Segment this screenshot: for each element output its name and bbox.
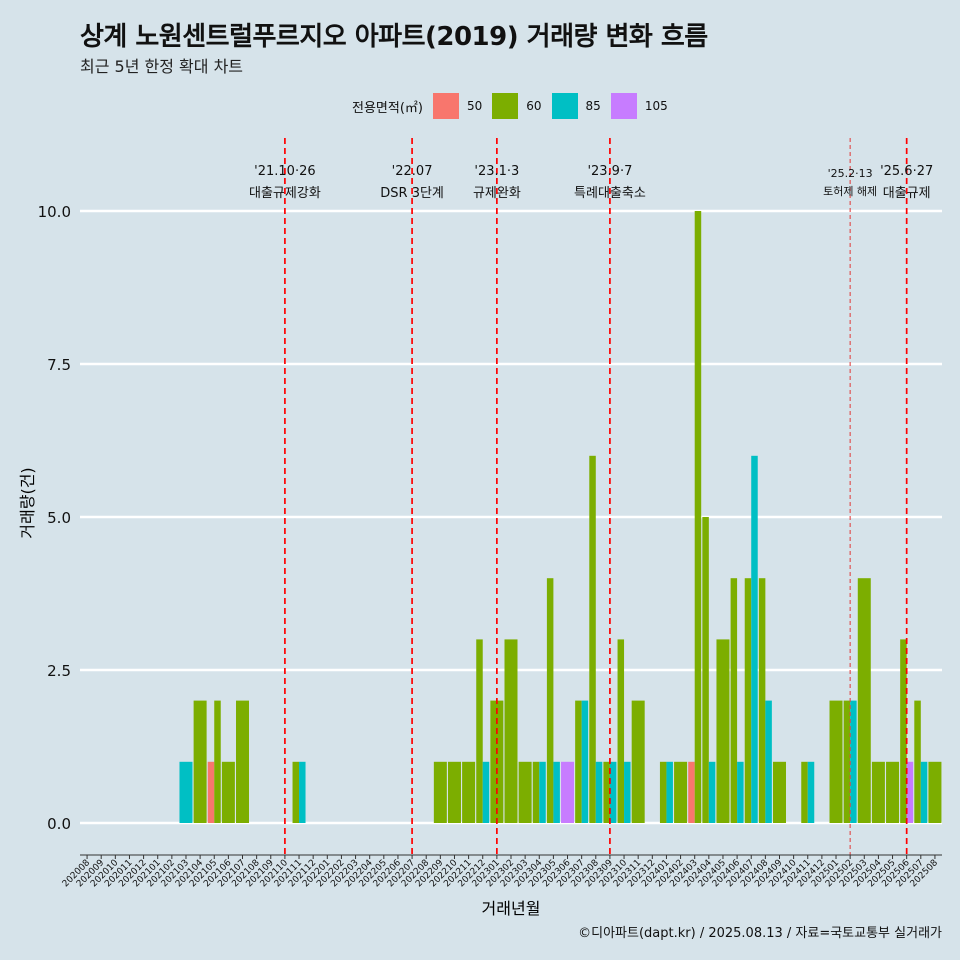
bar-202111-60 xyxy=(292,761,300,823)
bar-202212-85 xyxy=(482,761,490,823)
bar-202411-85 xyxy=(807,761,815,823)
event-label-202207: DSR 3단계 xyxy=(380,186,444,201)
bar-202212-60 xyxy=(476,639,483,823)
chart-title: 상계 노원센트럴푸르지오 아파트(2019) 거래량 변화 흐름 xyxy=(80,22,708,52)
y-axis-label: 거래량(건) xyxy=(18,467,37,538)
bar-202209-60 xyxy=(433,761,447,823)
bar-202104-60 xyxy=(193,700,207,823)
bar-202309-60 xyxy=(603,761,610,823)
bar-202309-85 xyxy=(609,761,617,823)
bar-202111-85 xyxy=(299,761,306,823)
legend: 전용면적(㎡) 50 60 85 105 xyxy=(352,92,678,120)
bar-202507-60 xyxy=(914,700,921,823)
legend-swatch-105 xyxy=(610,93,637,119)
bar-202310-85 xyxy=(624,761,631,823)
legend-item-85: 85 xyxy=(551,93,601,119)
bar-202506-105 xyxy=(906,761,914,823)
event-label-202502: 토허제 해제 xyxy=(823,184,877,198)
legend-label-85: 85 xyxy=(585,99,601,113)
bar-202308-85 xyxy=(595,761,603,823)
legend-item-105: 105 xyxy=(610,93,668,119)
event-label-202309: 특례대출축소 xyxy=(574,186,646,201)
bar-202304-60 xyxy=(532,761,540,823)
bar-202404-85 xyxy=(708,761,716,823)
y-tick-label: 5.0 xyxy=(47,509,71,527)
bar-202504-60 xyxy=(871,761,885,823)
bar-202404-60 xyxy=(702,517,709,823)
bar-202307-60 xyxy=(575,700,582,823)
bar-202306-105 xyxy=(561,761,575,823)
event-label-202301: 규제완화 xyxy=(473,186,521,201)
bar-202501-60 xyxy=(829,700,843,823)
event-label-202110: 대출규제강화 xyxy=(249,186,321,201)
bar-202401-60 xyxy=(659,761,667,823)
bar-202304-85 xyxy=(539,761,546,823)
y-tick-label: 2.5 xyxy=(47,662,71,680)
bar-202103-85 xyxy=(179,761,193,823)
event-annotations: '21.10·26 대출규제강화 '22.07 DSR 3단계 '23.1·3 규제완화 '… xyxy=(249,164,933,201)
y-tick-label: 0.0 xyxy=(47,815,71,833)
bar-202105-50 xyxy=(207,761,215,823)
event-label-202506: 대출규제 xyxy=(883,186,931,201)
y-tick-label: 7.5 xyxy=(47,356,71,374)
legend-item-50: 50 xyxy=(432,93,483,119)
event-date-202506: '25.6·27 xyxy=(880,164,933,179)
legend-item-60: 60 xyxy=(492,93,542,119)
bar-202503-60 xyxy=(857,578,871,823)
bar-202210-60 xyxy=(447,761,461,823)
legend-swatch-85 xyxy=(551,93,578,119)
legend-swatch-60 xyxy=(492,93,519,119)
bar-202406-85 xyxy=(737,761,744,823)
bar-202502-60 xyxy=(843,700,851,823)
bar-202308-60 xyxy=(589,455,596,823)
bar-202502-85 xyxy=(850,700,857,823)
bar-202411-60 xyxy=(801,761,808,823)
x-axis: 2020082020092020102020112020122021012021… xyxy=(61,854,942,889)
bar-202401-85 xyxy=(666,761,673,823)
legend-label-60: 60 xyxy=(526,99,542,113)
bar-202310-60 xyxy=(617,639,625,823)
bar-202405-60 xyxy=(716,639,730,823)
bar-202408-85 xyxy=(765,700,772,823)
bar-202406-60 xyxy=(730,578,738,823)
y-tick-label: 10.0 xyxy=(38,203,71,221)
event-date-202110: '21.10·26 xyxy=(254,164,315,179)
bar-202105-60 xyxy=(214,700,221,823)
bar-202408-60 xyxy=(758,578,766,823)
bar-202106-60 xyxy=(221,761,235,823)
bar-202508-60 xyxy=(928,761,942,823)
event-date-202502: '25.2·13 xyxy=(828,167,873,180)
bars xyxy=(179,211,942,823)
bar-202107-60 xyxy=(236,700,250,823)
event-date-202301: '23.1·3 xyxy=(474,164,519,179)
legend-title: 전용면적(㎡) xyxy=(352,100,423,116)
bar-202507-85 xyxy=(920,761,928,823)
bar-202407-85 xyxy=(751,455,758,823)
bar-202506-60 xyxy=(900,639,907,823)
bar-202402-60 xyxy=(674,761,688,823)
bar-202302-60 xyxy=(504,639,518,823)
bar-202305-60 xyxy=(546,578,554,823)
legend-label-50: 50 xyxy=(466,99,483,113)
bar-202403-60 xyxy=(694,211,702,823)
bar-202303-60 xyxy=(518,761,532,823)
bar-202407-60 xyxy=(744,578,752,823)
bar-202505-60 xyxy=(886,761,900,823)
bar-202211-60 xyxy=(462,761,476,823)
bar-202403-50 xyxy=(688,761,695,823)
y-axis-ticks: 0.0 2.5 5.0 7.5 10.0 xyxy=(38,203,71,833)
bar-202305-85 xyxy=(553,761,560,823)
legend-swatch-50 xyxy=(432,93,459,119)
x-axis-label: 거래년월 xyxy=(482,899,541,918)
event-date-202207: '22.07 xyxy=(392,164,433,179)
event-date-202309: '23.9·7 xyxy=(587,164,632,179)
source-caption: ©디아파트(dapt.kr) / 2025.08.13 / 자료=국토교통부 실… xyxy=(578,926,942,941)
event-lines xyxy=(284,138,908,855)
bar-202307-85 xyxy=(581,700,589,823)
chart-subtitle: 최근 5년 한정 확대 차트 xyxy=(80,57,244,76)
legend-label-105: 105 xyxy=(644,99,668,113)
bar-202311-60 xyxy=(631,700,645,823)
bar-202409-60 xyxy=(772,761,786,823)
